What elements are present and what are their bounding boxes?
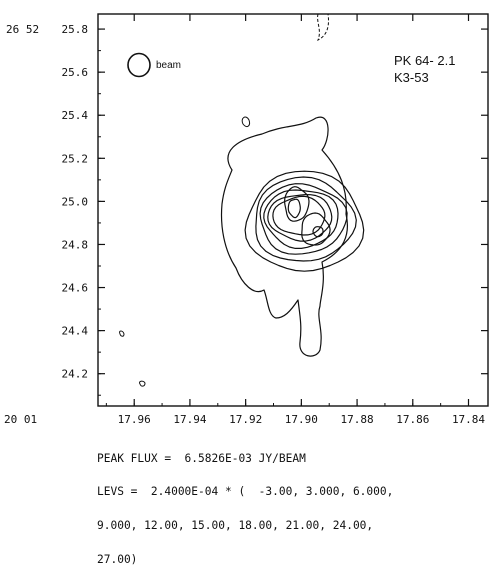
y-tick-label: 24.4	[62, 325, 89, 338]
secondary-peak-inner	[312, 226, 324, 238]
noise-contour	[139, 380, 146, 387]
y-axis-prefix: 26 52	[6, 23, 39, 36]
footer-line-2: LEVS = 2.4000E-04 * ( -3.00, 3.000, 6.00…	[97, 485, 394, 499]
contour-level-12	[259, 183, 348, 255]
y-tick-label: 25.2	[62, 152, 89, 165]
contour-level-27	[287, 198, 301, 219]
x-tick-label: 17.86	[396, 413, 429, 426]
y-tick-label: 24.6	[62, 282, 89, 295]
peak-flux-and-levels: PEAK FLUX = 6.5826E-03 JY/BEAM LEVS = 2.…	[97, 430, 393, 577]
object-name: PK 64- 2.1	[394, 53, 455, 68]
plot-frame	[97, 13, 489, 407]
x-tick-label: 17.84	[452, 413, 485, 426]
noise-contour	[119, 330, 125, 337]
beam-label: beam	[156, 60, 181, 71]
beam-ellipse	[127, 52, 151, 78]
noise-contour	[317, 13, 329, 42]
secondary-peak-contour	[301, 212, 331, 246]
x-tick-label: 17.92	[229, 413, 262, 426]
y-tick-label: 24.8	[62, 238, 89, 251]
contour-level-15	[263, 189, 339, 249]
footer-line-3: 9.000, 12.00, 15.00, 18.00, 21.00, 24.00…	[97, 519, 374, 533]
y-tick-label: 25.0	[62, 195, 89, 208]
x-axis-prefix: 20 01	[4, 413, 37, 426]
contour-level-3	[220, 116, 348, 357]
footer-line-1: PEAK FLUX = 6.5826E-03 JY/BEAM	[97, 451, 306, 465]
x-tick-label: 17.88	[341, 413, 374, 426]
contour-lines	[220, 116, 365, 357]
x-tick-label: 17.94	[173, 413, 206, 426]
y-tick-label: 25.4	[62, 109, 89, 122]
noise-contour	[241, 116, 250, 128]
y-tick-label: 24.2	[62, 368, 89, 381]
contour-level-6	[244, 170, 365, 272]
footer-line-4: 27.00)	[97, 553, 138, 567]
y-tick-label: 25.6	[62, 66, 89, 79]
contour-plot: 17.96 17.94 17.92 17.90 17.88 17.86 17.84 20 01…	[4, 13, 489, 426]
contour-level-24	[284, 186, 310, 222]
x-tick-label: 17.96	[118, 413, 151, 426]
contour-level-18	[267, 194, 333, 242]
x-tick-label: 17.90	[285, 413, 318, 426]
y-tick-label: 25.8	[62, 23, 89, 36]
contour-level-9	[255, 176, 357, 262]
axes: 17.96 17.94 17.92 17.90 17.88 17.86 17.84 20 01…	[4, 14, 488, 426]
object-alias: K3-53	[394, 70, 429, 85]
